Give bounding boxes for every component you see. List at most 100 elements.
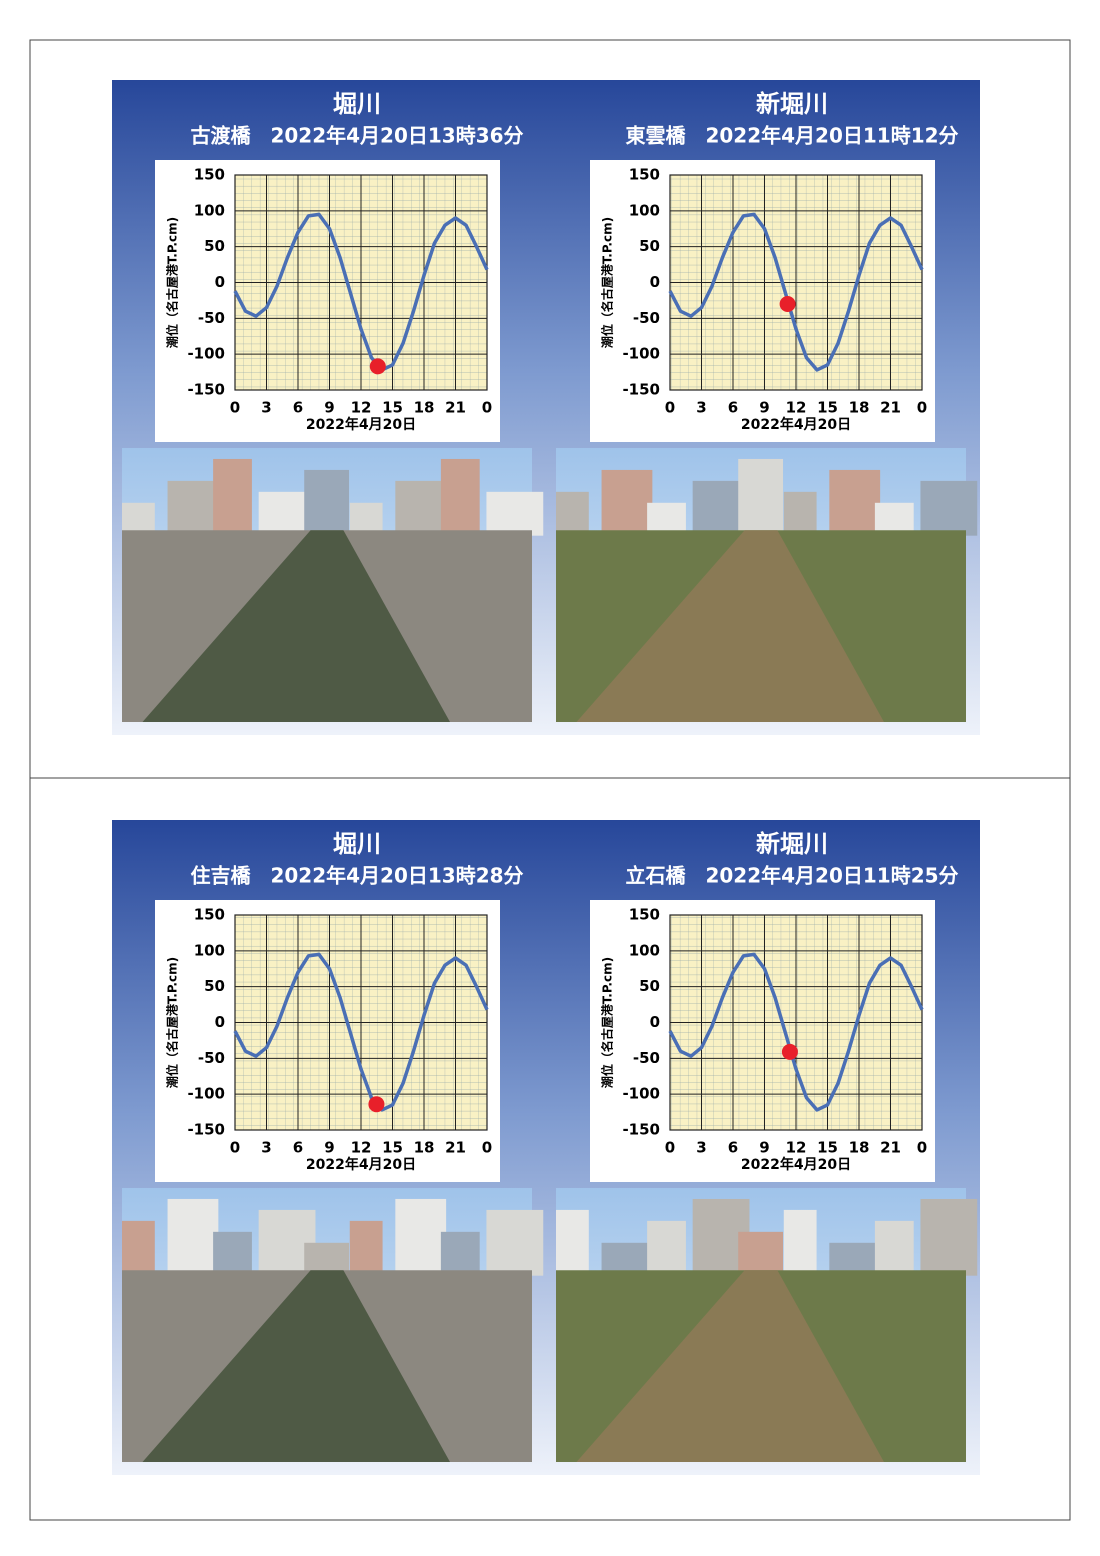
photo-building [783, 491, 817, 536]
photo-building [167, 480, 219, 536]
x-axis-label: 2022年4月20日 [306, 416, 416, 433]
x-tick-label: 0 [482, 399, 492, 417]
x-tick-label: 15 [817, 399, 838, 417]
y-tick-label: 150 [194, 906, 225, 924]
photo-building [601, 469, 653, 536]
tide-line [233, 952, 489, 1112]
photo-building [167, 1198, 219, 1276]
y-tick-label: 150 [629, 906, 660, 924]
y-tick-label: 100 [194, 201, 225, 219]
panel-subtitle: 住吉橋 2022年4月20日13時28分 [190, 864, 523, 888]
photo-building [556, 491, 589, 536]
x-tick-label: 9 [324, 1139, 334, 1157]
x-tick-label: 6 [293, 1139, 303, 1157]
y-tick-label: -150 [187, 1121, 225, 1139]
photo-building [556, 1209, 589, 1276]
x-tick-label: 6 [293, 399, 303, 417]
panel-subtitle: 東雲橋 2022年4月20日11時12分 [625, 124, 958, 148]
y-tick-label: 150 [629, 166, 660, 184]
current-tide-marker [369, 358, 386, 375]
plot-border [234, 914, 488, 1131]
y-tick-label: 50 [639, 237, 660, 255]
x-axis-label: 2022年4月20日 [306, 1156, 416, 1173]
x-tick-label: 0 [230, 399, 240, 417]
y-tick-label: 50 [639, 977, 660, 995]
photo-building [213, 1231, 252, 1276]
y-tick-label: 50 [204, 237, 225, 255]
photo-building [738, 1231, 784, 1276]
y-tick-label: -50 [198, 309, 225, 327]
plot-border [234, 174, 488, 391]
y-axis-label: 潮位（名古屋港T.P.cm) [600, 957, 615, 1088]
x-tick-label: 9 [759, 399, 769, 417]
y-tick-label: -100 [622, 345, 660, 363]
x-tick-label: 15 [382, 1139, 403, 1157]
x-tick-label: 3 [261, 1139, 271, 1157]
photo-building [213, 458, 252, 536]
panel-subtitle: 古渡橋 2022年4月20日13時36分 [190, 124, 523, 148]
photo-building [122, 1220, 155, 1276]
plot-border [669, 914, 923, 1131]
x-axis-label: 2022年4月20日 [741, 1156, 851, 1173]
y-tick-label: -150 [622, 1121, 660, 1139]
photo-building [783, 1209, 817, 1276]
panel-title: 新堀川 [756, 830, 828, 858]
x-tick-label: 0 [230, 1139, 240, 1157]
photo-building [395, 1198, 447, 1276]
x-tick-label: 0 [917, 1139, 927, 1157]
y-tick-label: 100 [194, 941, 225, 959]
tide-line [668, 952, 924, 1112]
y-tick-label: -100 [187, 345, 225, 363]
x-tick-label: 3 [696, 399, 706, 417]
y-tick-label: -50 [633, 309, 660, 327]
y-tick-label: 100 [629, 941, 660, 959]
x-tick-label: 18 [414, 399, 435, 417]
photo-building [486, 1209, 544, 1276]
photo-building [304, 469, 350, 536]
x-tick-label: 9 [324, 399, 334, 417]
photo-building [395, 480, 447, 536]
y-axis-label: 潮位（名古屋港T.P.cm) [165, 957, 180, 1088]
photo-building [920, 480, 978, 536]
y-tick-label: 0 [650, 1013, 660, 1031]
page-frame [29, 39, 1071, 1521]
panel-title: 堀川 [333, 90, 381, 118]
x-tick-label: 12 [351, 1139, 372, 1157]
x-tick-label: 21 [880, 399, 901, 417]
x-tick-label: 6 [728, 1139, 738, 1157]
photo-building [829, 469, 881, 536]
x-tick-label: 9 [759, 1139, 769, 1157]
photo-building [440, 458, 480, 536]
panel-title: 新堀川 [756, 90, 828, 118]
x-tick-label: 3 [261, 399, 271, 417]
current-tide-marker [781, 1043, 798, 1060]
panel-title: 堀川 [333, 830, 381, 858]
x-tick-label: 0 [482, 1139, 492, 1157]
y-tick-label: -100 [622, 1085, 660, 1103]
y-axis-label: 潮位（名古屋港T.P.cm) [165, 217, 180, 348]
photo-water [142, 530, 450, 722]
y-axis-label: 潮位（名古屋港T.P.cm) [600, 217, 615, 348]
x-tick-label: 21 [880, 1139, 901, 1157]
photo-building [874, 1220, 914, 1276]
panel-subtitle: 立石橋 2022年4月20日11時25分 [625, 864, 958, 888]
tide-line [233, 212, 489, 372]
y-tick-label: -150 [187, 381, 225, 399]
current-tide-marker [368, 1096, 385, 1113]
x-tick-label: 15 [382, 399, 403, 417]
plot-border [669, 174, 923, 391]
x-tick-label: 18 [849, 1139, 870, 1157]
photo-building [486, 491, 544, 536]
x-tick-label: 0 [917, 399, 927, 417]
x-axis-label: 2022年4月20日 [741, 416, 851, 433]
current-tide-marker [779, 296, 796, 312]
x-tick-label: 18 [849, 399, 870, 417]
x-tick-label: 12 [786, 1139, 807, 1157]
y-tick-label: -150 [622, 381, 660, 399]
photo-water [142, 1270, 450, 1462]
x-tick-label: 6 [728, 399, 738, 417]
y-tick-label: 0 [215, 273, 225, 291]
x-tick-label: 18 [414, 1139, 435, 1157]
photo-building [647, 1220, 686, 1276]
x-tick-label: 15 [817, 1139, 838, 1157]
